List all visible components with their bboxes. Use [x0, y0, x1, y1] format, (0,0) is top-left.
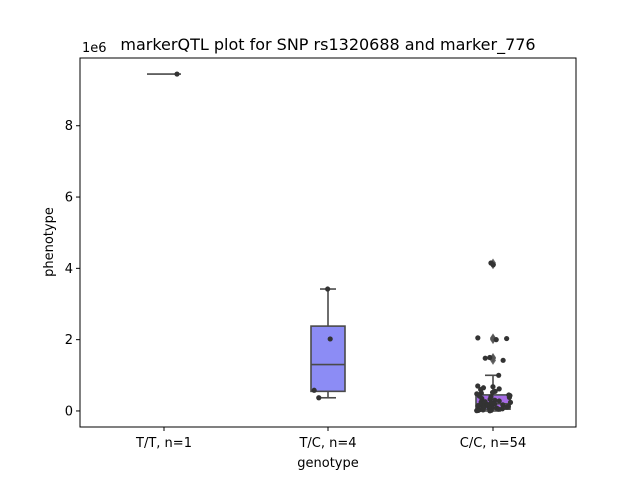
- data-point: [495, 406, 502, 412]
- y-axis: 0 2 4 6 8: [65, 119, 80, 419]
- boxplots: [147, 73, 511, 412]
- x-axis-label: genotype: [297, 456, 358, 471]
- x-axis: T/T, n=1 T/C, n=4 C/C, n=54: [135, 427, 526, 451]
- y-axis-label: phenotype: [42, 207, 57, 277]
- y-tick-label: 6: [65, 191, 73, 206]
- y-tick-label: 4: [65, 262, 73, 277]
- x-tick-label: T/C, n=4: [298, 436, 356, 451]
- box: [310, 325, 346, 393]
- data-point: [487, 396, 493, 402]
- x-tick-label: T/T, n=1: [135, 436, 192, 451]
- data-point: [487, 354, 493, 361]
- data-point: [504, 404, 510, 410]
- data-point: [496, 372, 502, 378]
- data-point: [311, 387, 317, 393]
- data-point: [490, 262, 496, 268]
- y-tick-label: 2: [65, 333, 73, 348]
- data-point: [482, 355, 488, 361]
- y-offset-label: 1e6: [82, 41, 107, 56]
- y-tick-label: 8: [65, 119, 73, 134]
- data-point: [475, 383, 481, 389]
- data-point: [475, 335, 481, 341]
- data-point: [325, 286, 331, 292]
- data-point: [316, 395, 322, 401]
- data-point: [504, 335, 510, 342]
- strip-points: [174, 71, 514, 414]
- x-tick-label: C/C, n=54: [460, 436, 526, 451]
- y-tick-label: 0: [65, 404, 73, 419]
- flier-marker: [490, 352, 496, 362]
- data-point: [500, 402, 506, 408]
- data-point: [493, 337, 499, 343]
- data-point: [506, 394, 513, 401]
- data-point: [487, 408, 493, 414]
- data-point: [496, 398, 502, 404]
- data-point: [474, 408, 480, 414]
- data-point: [480, 407, 486, 413]
- data-point: [496, 386, 502, 392]
- data-point: [507, 399, 514, 405]
- data-point: [489, 389, 496, 396]
- data-point: [490, 384, 496, 390]
- data-point: [492, 401, 498, 407]
- chart-title: markerQTL plot for SNP rs1320688 and mar…: [120, 35, 535, 55]
- data-point: [499, 406, 505, 412]
- data-point: [174, 71, 180, 77]
- data-point: [327, 336, 333, 342]
- data-point: [500, 357, 506, 363]
- boxplot: [310, 288, 346, 399]
